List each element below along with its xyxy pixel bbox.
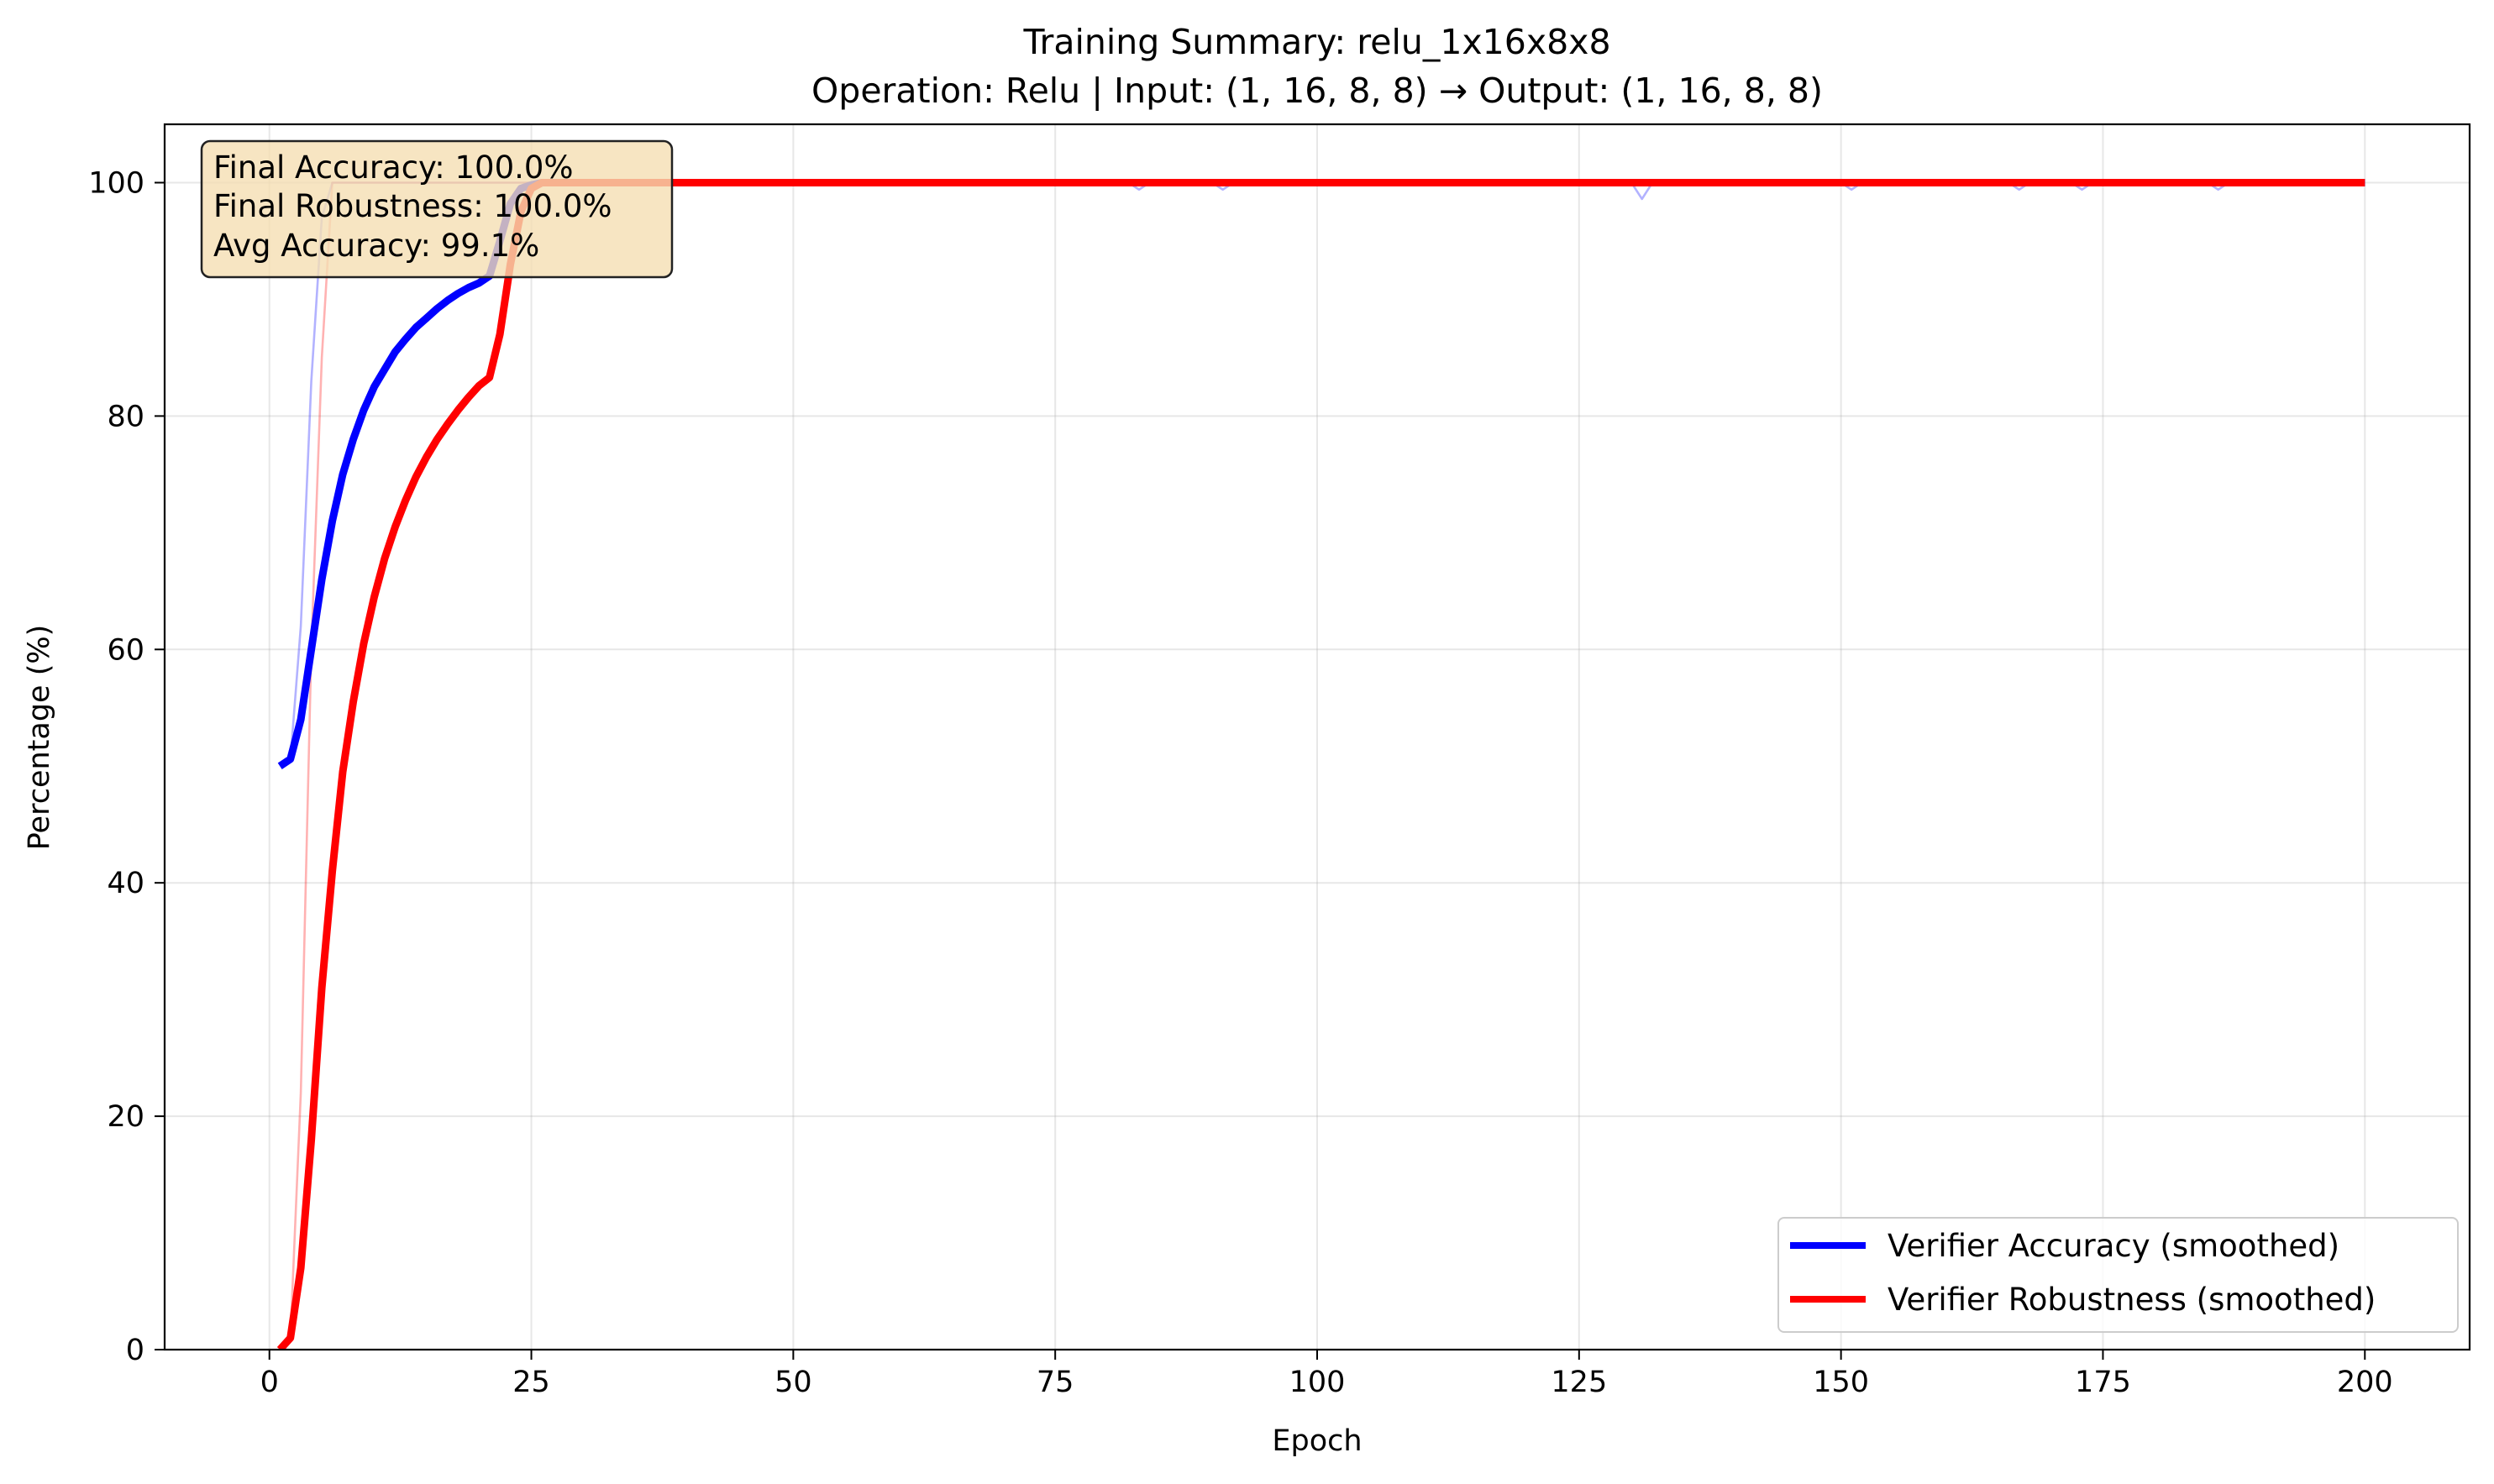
x-tick-label: 0 bbox=[260, 1366, 279, 1399]
x-tick-label: 50 bbox=[774, 1366, 812, 1399]
x-tick-label: 175 bbox=[2075, 1366, 2131, 1399]
y-tick-label: 40 bbox=[107, 867, 144, 900]
legend-label-robustness: Verifier Robustness (smoothed) bbox=[1888, 1282, 2376, 1318]
y-axis-label: Percentage (%) bbox=[23, 625, 56, 851]
summary-box: Final Accuracy: 100.0% Final Robustness:… bbox=[200, 139, 674, 279]
y-tick-label: 20 bbox=[107, 1100, 144, 1134]
x-tick-label: 25 bbox=[512, 1366, 550, 1399]
y-tick-label: 80 bbox=[107, 400, 144, 433]
x-tick-label: 75 bbox=[1037, 1366, 1074, 1399]
chart-subtitle: Operation: Relu | Input: (1, 16, 8, 8) →… bbox=[811, 71, 1823, 111]
x-tick-label: 100 bbox=[1289, 1366, 1346, 1399]
legend: Verifier Accuracy (smoothed) Verifier Ro… bbox=[1777, 1217, 2459, 1333]
axis-ticks: 0 25 50 75 100 125 150 175 200 0 20 40 60 80 100 bbox=[88, 166, 2392, 1399]
legend-frame bbox=[1777, 1217, 2459, 1333]
summary-final-accuracy: Final Accuracy: 100.0% bbox=[213, 149, 574, 186]
x-tick-label: 150 bbox=[1813, 1366, 1869, 1399]
x-tick-label: 200 bbox=[2337, 1366, 2393, 1399]
series-line-robustness bbox=[276, 179, 2365, 1350]
y-tick-label: 100 bbox=[88, 166, 144, 200]
y-tick-label: 60 bbox=[107, 633, 144, 667]
x-tick-label: 125 bbox=[1551, 1366, 1607, 1399]
summary-final-robustness: Final Robustness: 100.0% bbox=[213, 188, 612, 224]
chart-title: Training Summary: relu_1x16x8x8 bbox=[1022, 22, 1610, 62]
summary-box-frame bbox=[200, 139, 674, 279]
y-tick-label: 0 bbox=[126, 1334, 144, 1367]
summary-avg-accuracy: Avg Accuracy: 99.1% bbox=[213, 228, 539, 264]
x-axis-label: Epoch bbox=[1272, 1424, 1362, 1458]
legend-label-accuracy: Verifier Accuracy (smoothed) bbox=[1888, 1228, 2339, 1264]
